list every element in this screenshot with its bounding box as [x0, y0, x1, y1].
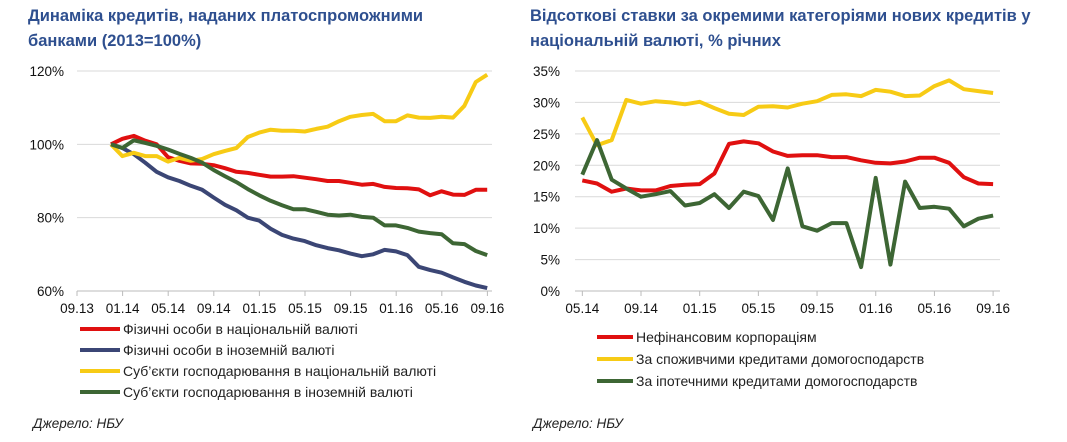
series-line-2	[110, 142, 488, 291]
x-tick-label: 05.16	[425, 301, 459, 316]
legend-label-1: Фізичні особи в національній валюті	[123, 321, 358, 337]
x-tick-label: 09.15	[800, 301, 834, 316]
x-tick-label: 09.16	[976, 301, 1010, 316]
x-tick-label: 01.15	[683, 301, 717, 316]
y-tick-label: 5%	[540, 253, 560, 268]
right-chart-title: Відсоткові ставки за окремими категоріям…	[530, 7, 1031, 50]
x-tick-label: 09.14	[197, 301, 231, 316]
x-tick-label: 05.14	[151, 301, 185, 316]
legend-label-1: Нефінансовим корпораціям	[636, 329, 817, 345]
legend-label-2: Фізичні особи в іноземній валюті	[123, 342, 334, 358]
left-source-note: Джерело: НБУ	[33, 416, 123, 431]
y-tick-label: 30%	[533, 95, 560, 110]
series-line-3	[109, 73, 489, 164]
x-tick-label: 05.16	[918, 301, 952, 316]
legend-label-4: Суб’єкти господарювання в іноземній валю…	[123, 384, 413, 400]
x-tick-label: 01.15	[243, 301, 277, 316]
y-tick-label: 10%	[533, 221, 560, 236]
x-tick-label: 09.14	[624, 301, 658, 316]
y-tick-label: 60%	[37, 284, 64, 299]
y-tick-label: 15%	[533, 190, 560, 205]
series-line-1	[581, 139, 994, 194]
x-tick-label: 09.13	[60, 301, 94, 316]
left-chart: 60% 80% 100% 120% 09.13 01.14 05.14 09.14 01.15 0…	[29, 64, 505, 400]
x-tick-label: 05.14	[565, 301, 599, 316]
legend-label-3: За іпотечними кредитами домогосподарств	[636, 373, 917, 389]
x-tick-label: 01.14	[106, 301, 140, 316]
y-tick-label: 25%	[533, 127, 560, 142]
left-chart-title: Динаміка кредитів, наданих платоспроможн…	[28, 7, 424, 50]
x-tick-label: 09.16	[471, 301, 505, 316]
x-tick-label: 01.16	[379, 301, 413, 316]
y-tick-label: 35%	[533, 64, 560, 79]
series-line-2	[580, 78, 994, 148]
y-tick-label: 100%	[29, 137, 64, 152]
series-line-3	[580, 138, 994, 270]
y-tick-label: 80%	[37, 211, 64, 226]
y-tick-label: 0%	[540, 284, 560, 299]
x-tick-label: 09.15	[334, 301, 368, 316]
x-tick-label: 01.16	[859, 301, 893, 316]
legend-label-3: Суб’єкти господарювання в національній в…	[123, 363, 436, 379]
right-chart: 0% 5% 10% 15% 20% 25% 30% 35% 05.14 09.14 01.15 05.…	[533, 64, 1010, 389]
y-tick-label: 120%	[29, 64, 64, 79]
series-line-4	[110, 138, 488, 257]
legend-label-2: За споживчими кредитами домогосподарств	[636, 351, 924, 367]
right-source-note: Джерело: НБУ	[533, 416, 623, 431]
y-tick-label: 20%	[533, 158, 560, 173]
x-tick-label: 05.15	[741, 301, 775, 316]
x-tick-label: 05.15	[288, 301, 322, 316]
